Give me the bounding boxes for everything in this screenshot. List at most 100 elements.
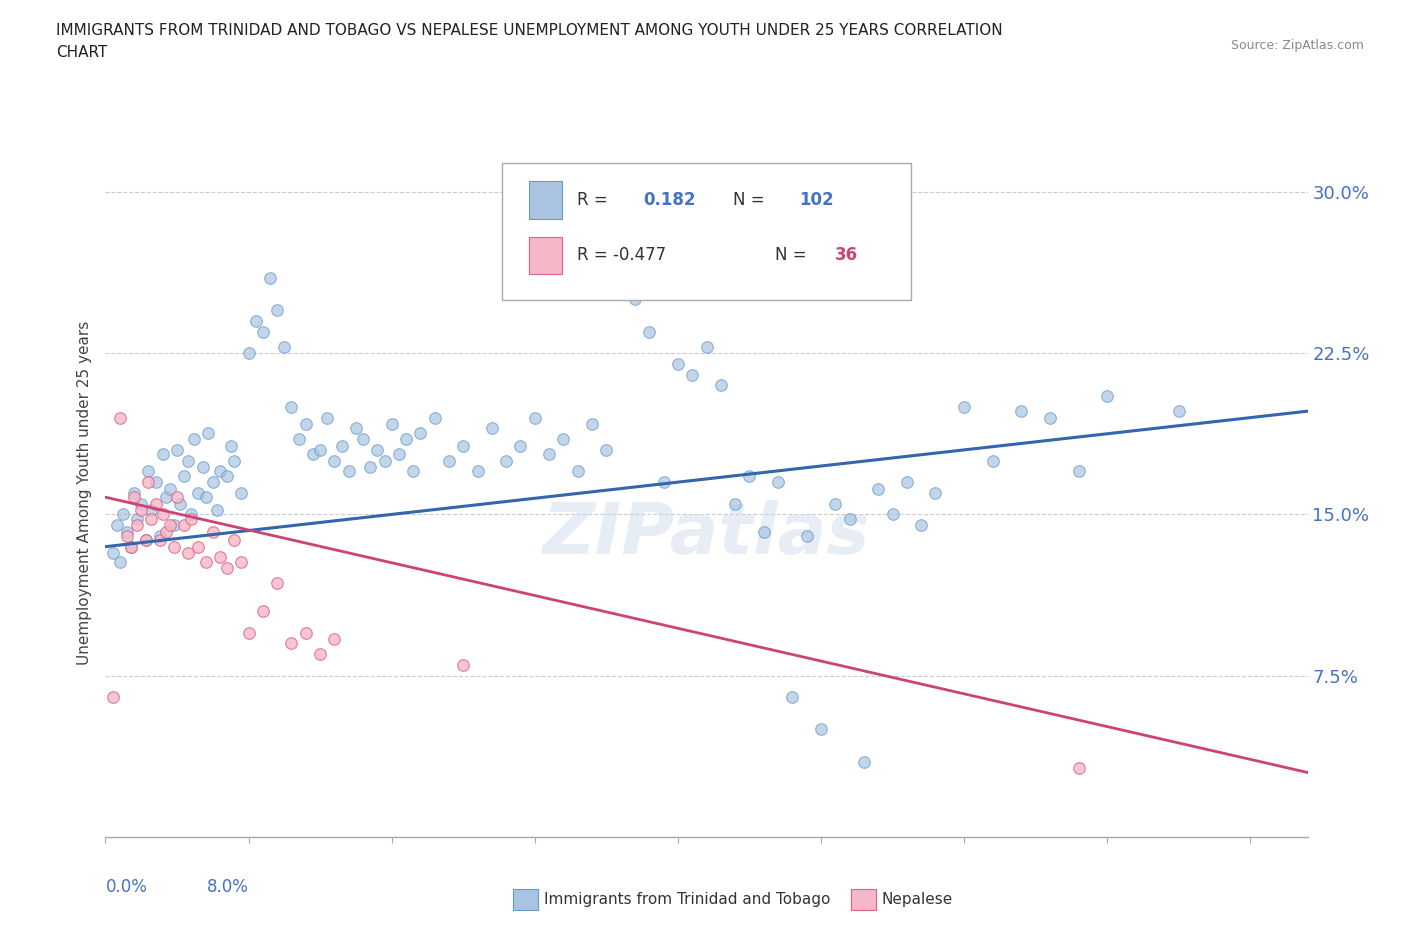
Point <box>1097 389 1119 404</box>
Point <box>509 438 531 453</box>
Point <box>138 464 160 479</box>
Point <box>638 325 661 339</box>
Point <box>141 503 163 518</box>
Point <box>221 438 243 453</box>
Text: Source: ZipAtlas.com: Source: ZipAtlas.com <box>1230 39 1364 52</box>
Point <box>145 497 167 512</box>
Point <box>868 481 890 496</box>
Point <box>194 490 217 505</box>
Point <box>1067 761 1090 776</box>
Point <box>273 339 295 354</box>
Point <box>467 464 489 479</box>
Point <box>681 367 703 382</box>
Text: R = -0.477: R = -0.477 <box>576 246 666 264</box>
Point <box>924 485 946 500</box>
Point <box>782 690 804 705</box>
Point <box>149 528 172 543</box>
Point <box>388 446 411 461</box>
Point <box>437 453 460 468</box>
Point <box>138 474 160 489</box>
Point <box>141 512 163 526</box>
Point <box>135 533 157 548</box>
Point <box>152 507 174 522</box>
Point <box>159 481 181 496</box>
Point <box>402 464 425 479</box>
Point <box>617 259 640 274</box>
Point <box>796 528 818 543</box>
FancyBboxPatch shape <box>529 236 562 274</box>
Point <box>129 497 152 512</box>
Point <box>208 464 231 479</box>
Point <box>101 546 124 561</box>
Text: CHART: CHART <box>56 45 108 60</box>
Text: N =: N = <box>775 246 807 264</box>
Point <box>231 554 253 569</box>
Text: 0.182: 0.182 <box>643 192 696 209</box>
Point <box>366 443 388 458</box>
Point <box>710 378 733 392</box>
Point <box>309 443 332 458</box>
Point <box>201 525 224 539</box>
Point <box>752 525 775 539</box>
Point <box>359 459 381 474</box>
Point <box>666 356 689 371</box>
Point <box>108 410 131 425</box>
Point <box>567 464 589 479</box>
Point <box>183 432 205 446</box>
Point <box>180 507 202 522</box>
Text: 36: 36 <box>835 246 858 264</box>
Point <box>838 512 860 526</box>
Point <box>231 485 253 500</box>
Point <box>323 631 346 646</box>
Point <box>280 636 302 651</box>
Point <box>169 497 191 512</box>
Point <box>451 658 474 672</box>
Point <box>173 518 195 533</box>
Point <box>201 474 224 489</box>
Text: Nepalese: Nepalese <box>882 892 953 907</box>
Point <box>810 722 832 737</box>
Point <box>882 507 904 522</box>
Point <box>115 528 138 543</box>
Point <box>155 490 177 505</box>
Point <box>330 438 353 453</box>
Point <box>180 512 202 526</box>
Point <box>224 453 246 468</box>
Point <box>217 561 239 576</box>
Point <box>122 490 145 505</box>
Point <box>252 325 274 339</box>
Point <box>166 490 188 505</box>
Point <box>595 443 617 458</box>
Point <box>177 546 200 561</box>
Point <box>316 410 339 425</box>
Point <box>738 469 761 484</box>
Point <box>724 497 747 512</box>
Point <box>652 474 675 489</box>
Point <box>538 446 561 461</box>
Point <box>309 646 332 661</box>
Point <box>337 464 360 479</box>
Point <box>238 346 260 361</box>
Point <box>105 518 128 533</box>
Point <box>352 432 374 446</box>
Point <box>294 417 316 432</box>
Text: 0.0%: 0.0% <box>105 878 148 897</box>
Text: ZIPatlas: ZIPatlas <box>543 499 870 568</box>
Text: 8.0%: 8.0% <box>207 878 249 897</box>
Point <box>191 459 214 474</box>
Point <box>1010 404 1032 418</box>
Point <box>824 497 846 512</box>
Point <box>245 313 267 328</box>
Point <box>1067 464 1090 479</box>
Point <box>135 533 157 548</box>
Point <box>495 453 517 468</box>
Point <box>266 302 288 317</box>
Point <box>125 518 148 533</box>
Point <box>149 533 172 548</box>
Point <box>163 518 186 533</box>
Point <box>696 339 718 354</box>
Point <box>910 518 932 533</box>
Point <box>238 625 260 640</box>
Point <box>1167 404 1189 418</box>
Point <box>159 518 181 533</box>
